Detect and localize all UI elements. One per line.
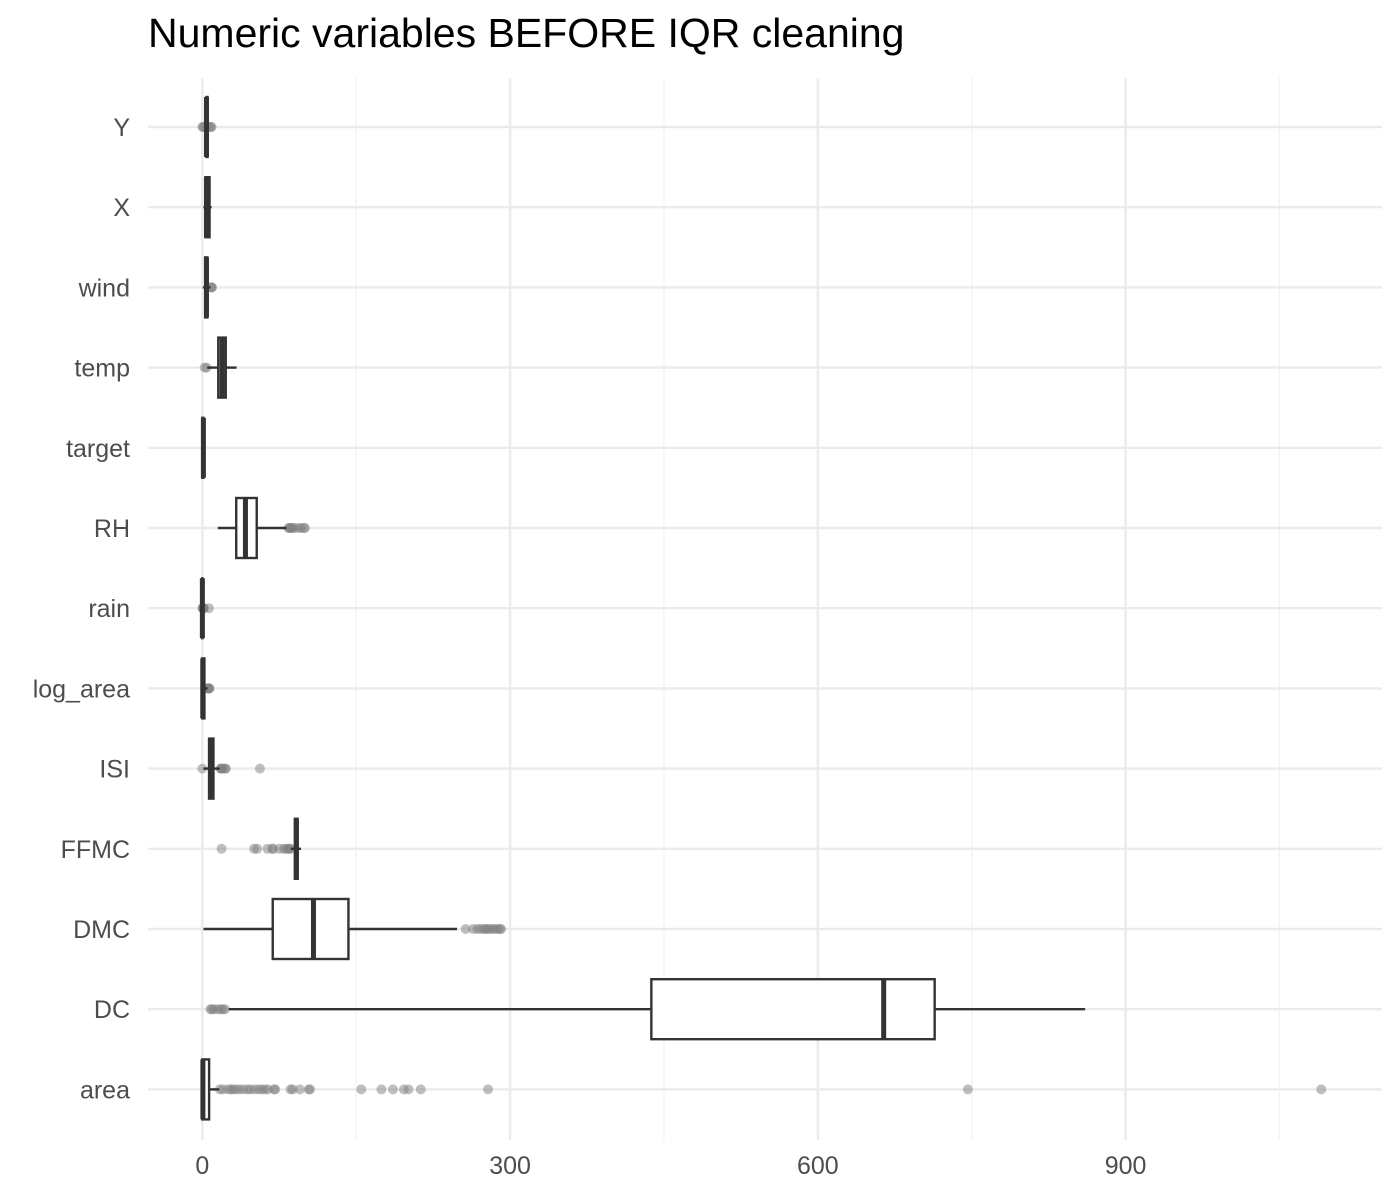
outlier-point bbox=[294, 1084, 305, 1095]
outlier-point bbox=[403, 1084, 414, 1095]
outlier-point bbox=[254, 763, 265, 774]
box-series bbox=[197, 95, 1327, 1121]
outlier-point bbox=[356, 1084, 367, 1095]
outlier-point bbox=[197, 763, 208, 774]
box-temp bbox=[199, 336, 237, 399]
y-tick-label: target bbox=[66, 435, 130, 463]
box-FFMC bbox=[216, 817, 302, 880]
y-tick-label: rain bbox=[88, 595, 130, 623]
y-tick-label: area bbox=[80, 1076, 130, 1104]
outlier-point bbox=[376, 1084, 387, 1095]
box-X bbox=[203, 175, 212, 239]
box-wind bbox=[202, 256, 218, 319]
outlier-point bbox=[207, 282, 218, 293]
outlier-point bbox=[387, 1084, 398, 1095]
outlier-point bbox=[206, 122, 217, 132]
outlier-point bbox=[252, 843, 263, 854]
y-tick-label: Y bbox=[113, 114, 130, 142]
outlier-point bbox=[460, 924, 471, 934]
outlier-point bbox=[216, 843, 227, 854]
box-RH bbox=[217, 496, 310, 560]
y-tick-label: log_area bbox=[33, 675, 130, 703]
outlier-point bbox=[220, 763, 231, 774]
outlier-point bbox=[299, 523, 310, 533]
y-tick-label: ISI bbox=[99, 756, 130, 784]
chart-title: Numeric variables BEFORE IQR cleaning bbox=[148, 10, 905, 56]
outlier-point bbox=[270, 1084, 281, 1095]
y-tick-label: X bbox=[113, 194, 130, 222]
iqr-box bbox=[650, 978, 936, 1041]
outlier-point bbox=[305, 1084, 316, 1095]
outlier-point bbox=[496, 924, 507, 934]
x-axis-labels: 0 300 600 900 bbox=[195, 1152, 1146, 1180]
y-tick-label: DC bbox=[94, 996, 130, 1024]
outlier-point bbox=[203, 603, 214, 614]
x-tick-label: 900 bbox=[1105, 1152, 1147, 1180]
outlier-point bbox=[204, 683, 215, 694]
outlier-point bbox=[219, 1004, 230, 1015]
box-DC bbox=[205, 978, 1086, 1041]
outlier-point bbox=[287, 1084, 298, 1095]
outlier-point bbox=[962, 1084, 973, 1095]
y-tick-label: temp bbox=[74, 355, 130, 383]
x-tick-label: 0 bbox=[195, 1152, 209, 1180]
y-tick-label: DMC bbox=[73, 916, 130, 944]
outlier-point bbox=[285, 843, 296, 854]
y-tick-label: RH bbox=[94, 515, 130, 543]
x-tick-label: 300 bbox=[489, 1152, 531, 1180]
grid-lines bbox=[148, 78, 1382, 1140]
y-tick-label: FFMC bbox=[61, 836, 130, 864]
outlier-point bbox=[1316, 1084, 1327, 1095]
outlier-point bbox=[415, 1084, 426, 1095]
box-Y bbox=[197, 95, 217, 159]
box-area bbox=[200, 1058, 1327, 1121]
x-tick-label: 600 bbox=[797, 1152, 839, 1180]
box-log_area bbox=[200, 657, 215, 720]
outlier-point bbox=[201, 362, 212, 373]
box-rain bbox=[197, 577, 214, 640]
y-tick-label: wind bbox=[78, 274, 130, 302]
box-ISI bbox=[197, 737, 265, 800]
box-DMC bbox=[203, 897, 507, 961]
box-target bbox=[200, 416, 206, 479]
outlier-point bbox=[483, 1084, 494, 1095]
iqr-box bbox=[271, 897, 350, 961]
